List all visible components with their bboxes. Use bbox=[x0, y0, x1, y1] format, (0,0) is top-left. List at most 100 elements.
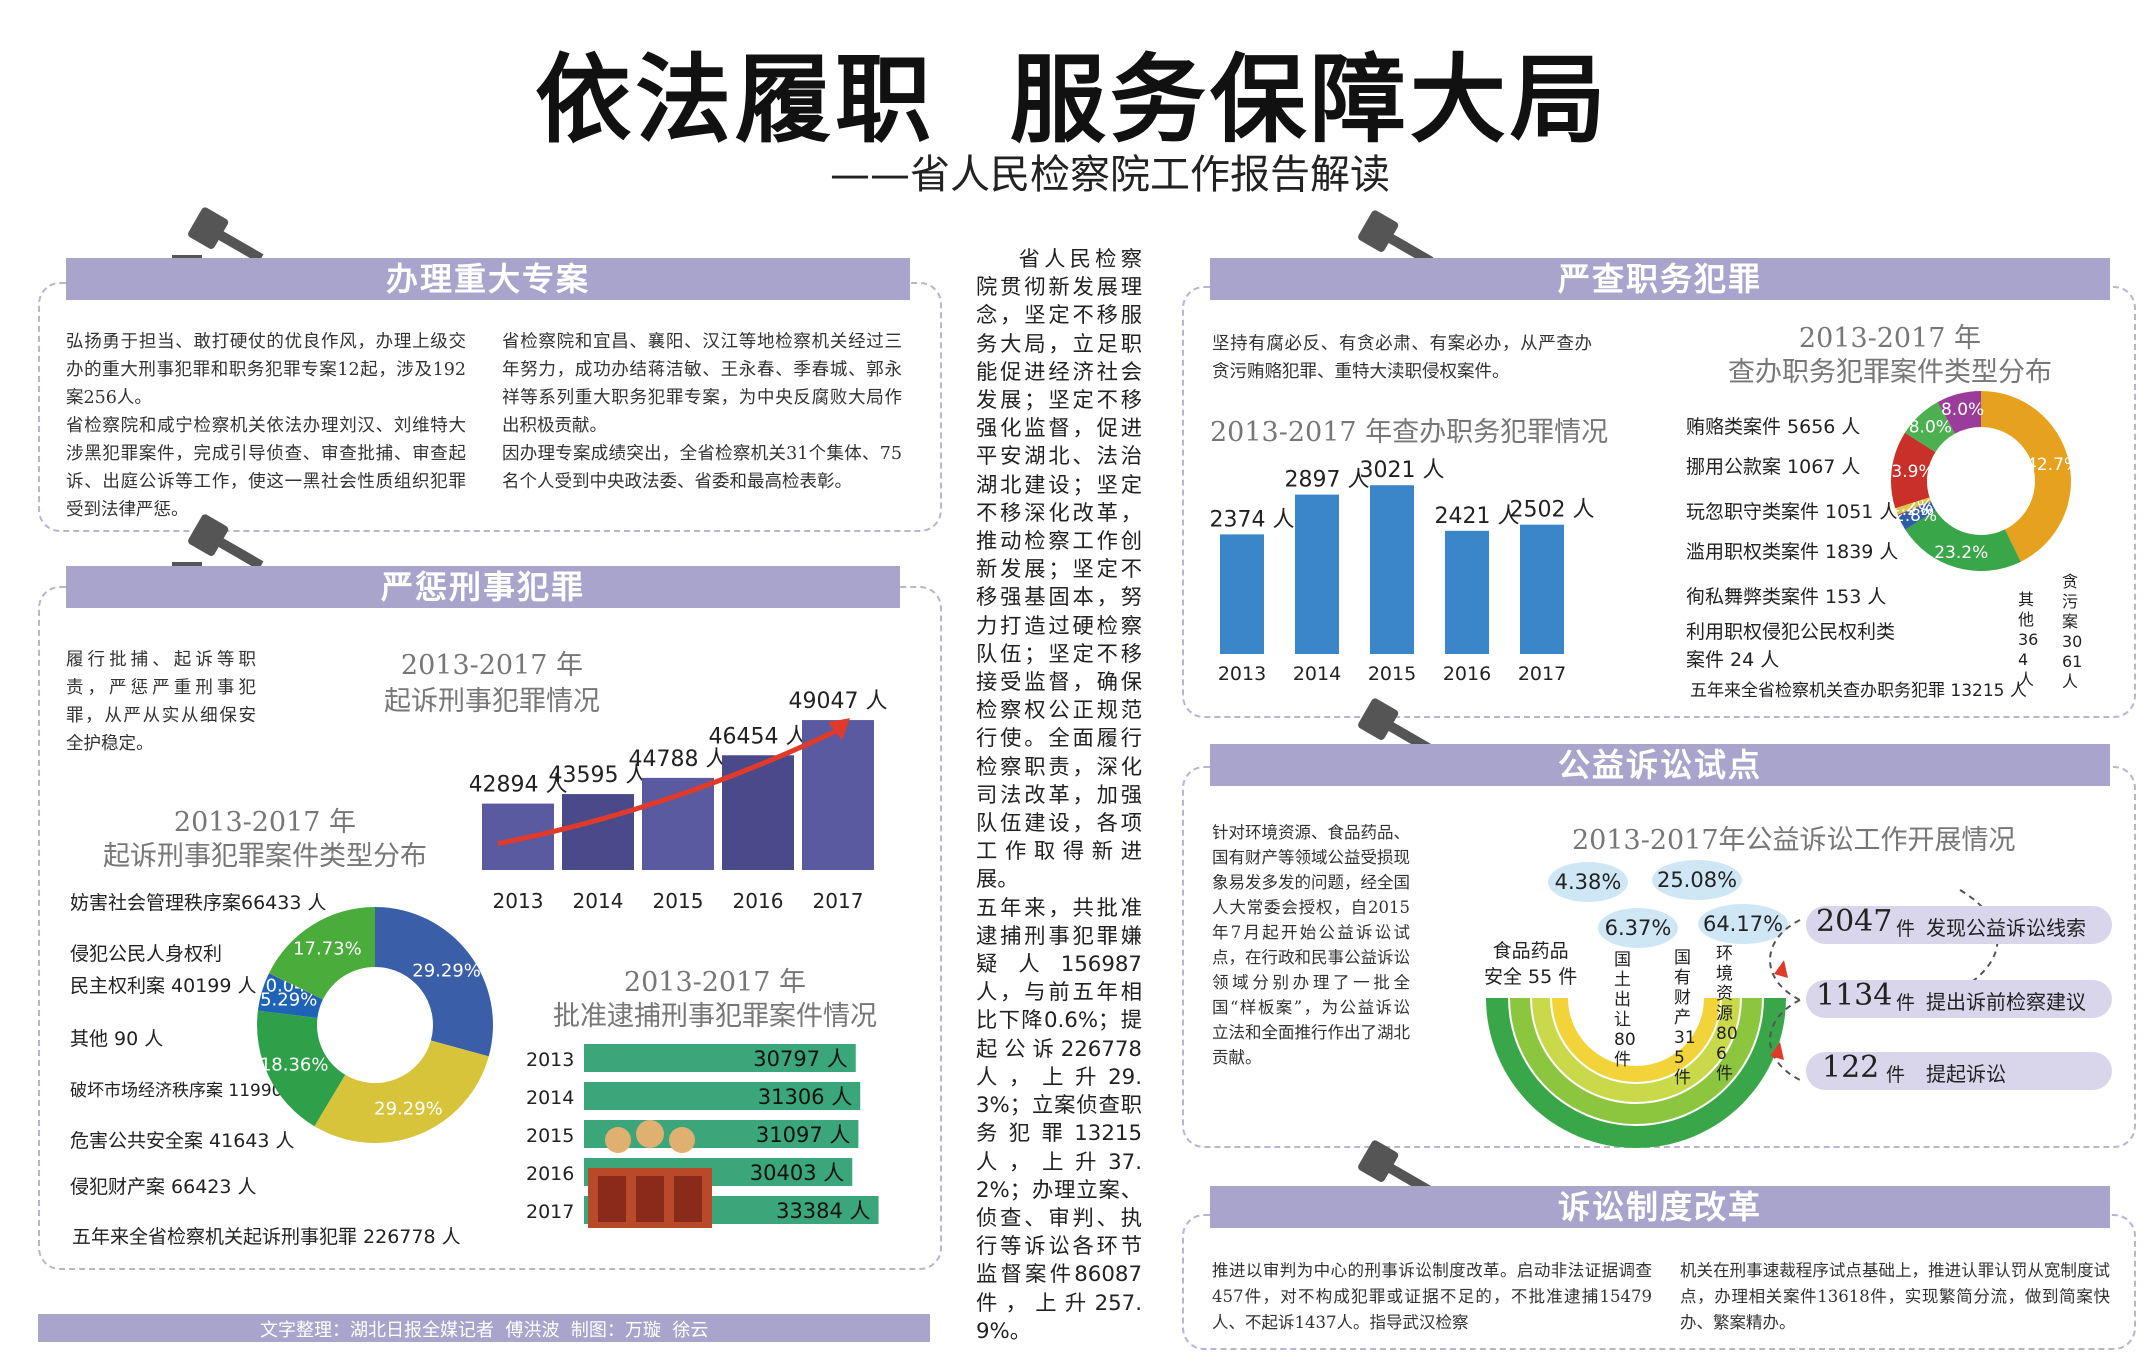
arrest-tick: 2014 bbox=[526, 1087, 574, 1109]
prosecution-tick: 2014 bbox=[573, 889, 624, 913]
credit-text: 文字整理：湖北日报全媒记者 傅洪波 制图：万璇 徐云 bbox=[260, 1320, 709, 1341]
duty-pie-pct-label: 8.0% bbox=[1941, 400, 1984, 420]
center-column-text: 省人民检察院贯彻新发展理念，坚定不移服务大局，立足职能促进经济社会发展；坚定不移… bbox=[976, 247, 1142, 1344]
step-num-0: 2047 bbox=[1816, 904, 1893, 939]
type-pie-slice bbox=[257, 973, 323, 1018]
prosecution-chart: 2013 42894 人 2014 43595 人 2015 44788 人 2016 464… bbox=[470, 689, 888, 913]
step-unit-2: 件 bbox=[1886, 1064, 1906, 1086]
step-pill-0 bbox=[1806, 906, 2112, 944]
prosecution-value-label: 49047 人 bbox=[789, 689, 888, 714]
type-pie-pct-label: 5.29% bbox=[260, 989, 317, 1010]
type-pie-chart: 29.29%29.29%18.36%5.29%0.04%17.73% bbox=[257, 907, 493, 1143]
duty-pie-slice bbox=[1905, 510, 2021, 571]
arc-label-state: 国有财产 315 件 bbox=[1674, 948, 1696, 1088]
type-pie-slice bbox=[269, 907, 375, 1000]
duty-bar bbox=[1295, 494, 1339, 654]
duty-type-title: 2013-2017 年 查办职务犯罪案件类型分布 bbox=[1728, 323, 2052, 388]
duty-pie-slice bbox=[1895, 497, 1931, 515]
page-subtitle: ——省人民检察院工作报告解读 bbox=[830, 152, 1390, 198]
type-label-0: 妨害社会管理秩序案66433 人 bbox=[70, 892, 327, 914]
type-pie-pct-label: 29.29% bbox=[412, 960, 481, 981]
type-pie-slice bbox=[268, 972, 323, 1000]
pct-bubble-3: 64.17% bbox=[1698, 904, 1788, 944]
reform-text-1: 推进以审判为中心的刑事诉讼制度改革。启动非法证据调查457件，对不构成犯罪或证据… bbox=[1212, 1261, 1652, 1332]
arrest-chart-title: 2013-2017 年 批准逮捕刑事犯罪案件情况 bbox=[553, 967, 877, 1032]
duty-label-3: 滥用职权类案件 1839 人 bbox=[1686, 541, 1899, 563]
duty-bar-value-label: 3021 人 bbox=[1360, 458, 1445, 483]
banner-criminal: 严惩刑事犯罪 bbox=[66, 566, 900, 608]
type-pie-pct-label: 29.29% bbox=[374, 1099, 443, 1120]
prosecution-value-label: 43595 人 bbox=[549, 763, 648, 788]
prosecution-value-label: 46454 人 bbox=[709, 724, 808, 749]
step-num-1: 1134 bbox=[1816, 978, 1893, 1013]
prosecution-value-label: 42894 人 bbox=[470, 773, 567, 798]
type-pie-slice bbox=[314, 1040, 489, 1143]
duty-bar bbox=[1370, 485, 1414, 654]
pct-bubble-1: 25.08% bbox=[1652, 860, 1742, 900]
duty-pie-slice bbox=[1981, 391, 2071, 562]
arrest-tick: 2016 bbox=[526, 1163, 574, 1185]
duty-bar bbox=[1520, 524, 1564, 654]
criminal-intro: 履行批捕、起诉等职责，严惩严重刑事犯罪，从严从实从细保安全护稳定。 bbox=[66, 650, 256, 754]
duty-pie-slice bbox=[1891, 432, 1936, 509]
arrest-value-label: 33384 人 bbox=[776, 1199, 870, 1223]
duty-crime-intro: 坚持有腐必反、有贪必肃、有案必办，从严查办贪污贿赂犯罪、重特大渎职侵权案件。 bbox=[1212, 334, 1592, 382]
duty-side-label-other: 其他 364 人 bbox=[2018, 590, 2039, 689]
banner-duty-crime: 严查职务犯罪 bbox=[1210, 258, 2110, 300]
reform-text-2: 机关在刑事速裁程序试点基础上，推进认罪认罚从宽制度试点，办理相关案件13618件… bbox=[1680, 1261, 2110, 1332]
duty-bar bbox=[1445, 530, 1489, 654]
duty-bar bbox=[1220, 534, 1264, 654]
duty-label-1: 挪用公款案 1067 人 bbox=[1686, 456, 1861, 478]
public-interest-arc-chart bbox=[1486, 998, 1786, 1148]
prosecution-tick: 2013 bbox=[493, 889, 544, 913]
duty-pie-pct-label: 13.9% bbox=[1886, 462, 1935, 482]
prosecution-bar bbox=[722, 755, 794, 870]
duty-bar-tick: 2013 bbox=[1218, 663, 1266, 685]
food-label: 食品药品 安全 55 件 bbox=[1484, 940, 1578, 988]
judges-icon bbox=[588, 1120, 712, 1228]
prosecution-value-label: 44788 人 bbox=[629, 747, 728, 772]
arrest-bar bbox=[584, 1044, 856, 1072]
prosecution-tick: 2017 bbox=[813, 889, 864, 913]
duty-pie-pct-label: 8.0% bbox=[1909, 418, 1952, 438]
arrest-bar bbox=[584, 1082, 861, 1110]
arrest-value-label: 30403 人 bbox=[750, 1161, 844, 1185]
duty-pie-pct-label: 42.7% bbox=[2026, 455, 2076, 475]
major-cases-text-1: 弘扬勇于担当、敢打硬仗的优良作风，办理上级交办的重大刑事犯罪和职务犯罪专案12起… bbox=[66, 332, 466, 520]
type-label-1: 侵犯公民人身权利 民主权利案 40199 人 bbox=[70, 943, 257, 997]
type-pie-pct-label: 17.73% bbox=[293, 939, 362, 960]
duty-pie-pct-label: 23.2% bbox=[1934, 543, 1988, 563]
type-label-5: 侵犯财产案 66423 人 bbox=[70, 1176, 257, 1198]
trend-arrowhead bbox=[828, 718, 850, 741]
type-label-4: 危害公共安全案 41643 人 bbox=[70, 1130, 295, 1152]
type-label-3: 破坏市场经济秩序案 11990 人 bbox=[70, 1081, 305, 1101]
duty-label-2: 玩忽职守类案件 1051 人 bbox=[1686, 501, 1899, 523]
duty-bar-tick: 2016 bbox=[1443, 663, 1491, 685]
duty-bar-value-label: 2897 人 bbox=[1285, 468, 1370, 493]
duty-label-0: 贿赂类案件 5656 人 bbox=[1686, 416, 1861, 438]
step-unit-1: 件 bbox=[1896, 992, 1916, 1014]
duty-bar-value-label: 2374 人 bbox=[1210, 507, 1295, 532]
public-interest-chart-title: 2013-2017年公益诉讼工作开展情况 bbox=[1572, 825, 2016, 856]
duty-pie-slice bbox=[1937, 391, 1981, 434]
type-label-2: 其他 90 人 bbox=[70, 1028, 164, 1050]
duty-side-label-embezzle: 贪污案 3061 人 bbox=[2062, 572, 2083, 691]
public-interest-intro: 针对环境资源、食品药品、国有财产等领域公益受损现象易发多发的问题，经全国人大常委… bbox=[1212, 823, 1410, 1067]
duty-pie-chart: 42.7%23.2%2.8%0.2%1.2%13.9%8.0%8.0% bbox=[1886, 391, 2076, 571]
flow-arrows bbox=[1769, 889, 1999, 1081]
major-cases-text-2: 省检察院和宜昌、襄阳、汉江等地检察机关经过三年努力，成功办结蒋洁敏、王永春、季春… bbox=[502, 332, 902, 492]
prosecution-bar bbox=[562, 794, 634, 870]
step-label-1: 提出诉前检察建议 bbox=[1926, 990, 2086, 1014]
arrest-tick: 2017 bbox=[526, 1201, 574, 1223]
arrest-value-label: 30797 人 bbox=[753, 1047, 847, 1071]
pct-bubble-0: 4.38% bbox=[1548, 862, 1628, 902]
duty-bar-tick: 2014 bbox=[1293, 663, 1341, 685]
arrest-value-label: 31097 人 bbox=[756, 1123, 850, 1147]
step-pill-1 bbox=[1806, 980, 2112, 1018]
prosecution-tick: 2015 bbox=[653, 889, 704, 913]
banner-reform: 诉讼制度改革 bbox=[1210, 1186, 2110, 1228]
duty-pie-slice bbox=[1897, 501, 1932, 516]
duty-label-4: 徇私舞弊类案件 153 人 bbox=[1686, 586, 1887, 608]
duty-bar-value-label: 2502 人 bbox=[1510, 498, 1595, 523]
prosecution-bar bbox=[482, 803, 554, 870]
